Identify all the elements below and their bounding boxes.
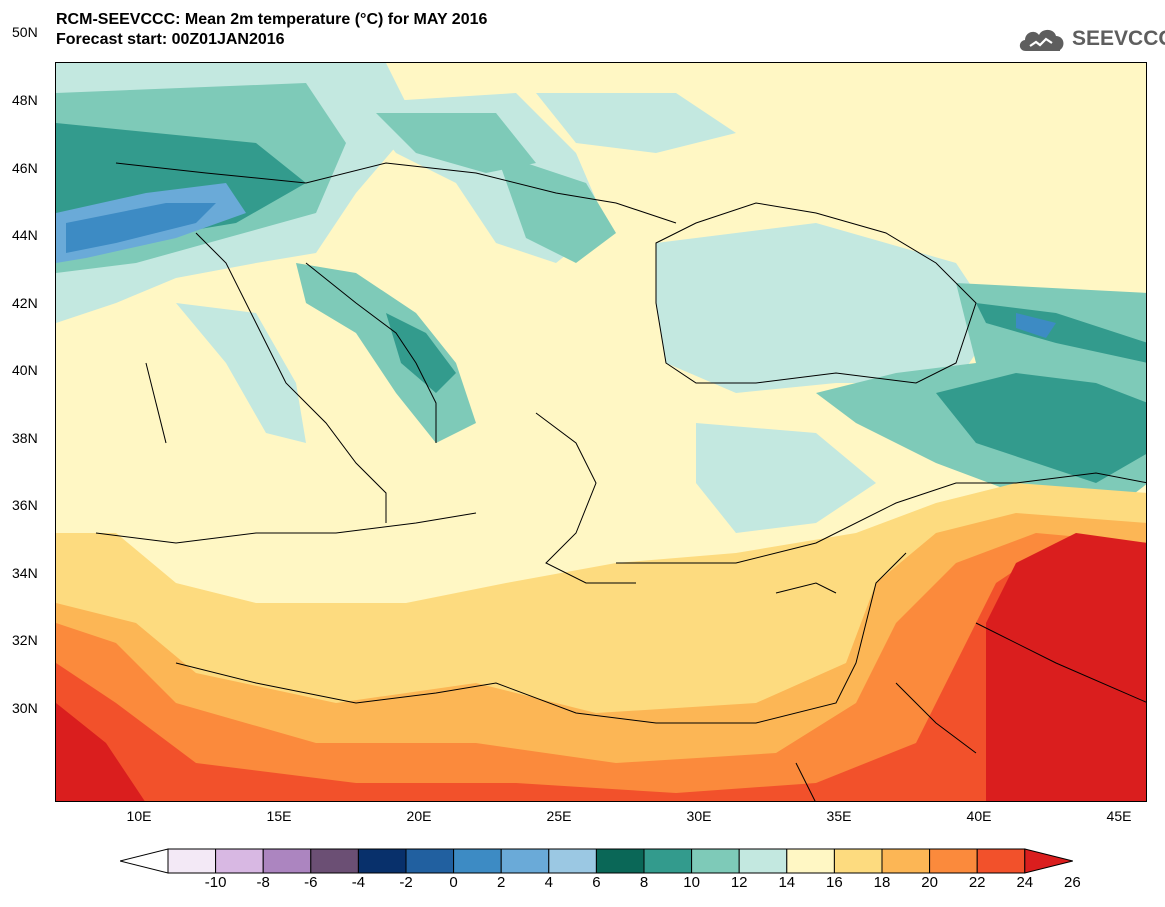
- lat-tick: 36N: [12, 497, 38, 513]
- colorbar-swatch: [357, 848, 407, 874]
- colorbar-label: 20: [921, 874, 938, 891]
- colorbar-label: 2: [497, 874, 506, 891]
- colorbar-swatch: [405, 848, 455, 874]
- colorbar-swatch: [738, 848, 788, 874]
- colorbar-swatch: [453, 848, 502, 874]
- logo-text: SEEVCCC: [1072, 27, 1165, 50]
- colorbar-label: 12: [730, 874, 748, 891]
- colorbar-swatch: [215, 848, 264, 874]
- map-title: RCM-SEEVCCC: Mean 2m temperature (°C) fo…: [56, 10, 487, 50]
- map-svg: [56, 63, 1146, 801]
- colorbar-swatch: [262, 848, 312, 874]
- title-line-1: RCM-SEEVCCC: Mean 2m temperature (°C) fo…: [56, 11, 488, 28]
- colorbar-max-arrow: [1024, 848, 1073, 874]
- colorbar-swatch: [691, 848, 740, 874]
- lon-tick: 30E: [686, 808, 712, 824]
- lat-tick: 32N: [12, 632, 38, 648]
- colorbar-label: -6: [304, 874, 318, 891]
- colorbar-swatch: [881, 848, 931, 874]
- seevccc-logo: SEEVCCC: [1016, 22, 1165, 56]
- colorbar-swatch: [167, 848, 217, 874]
- colorbar-swatch: [976, 848, 1026, 874]
- colorbar-label: -4: [351, 874, 366, 891]
- colorbar-label: 14: [778, 874, 796, 891]
- colorbar-label: 16: [826, 874, 843, 891]
- colorbar-label: 4: [544, 874, 553, 891]
- colorbar-swatch: [786, 848, 835, 874]
- colorbar-label: 0: [449, 874, 458, 891]
- lat-tick: 44N: [12, 227, 38, 243]
- lon-tick: 25E: [546, 808, 572, 824]
- lat-tick: 30N: [12, 700, 38, 716]
- lon-tick: 45E: [1106, 808, 1132, 824]
- title-line-2: Forecast start: 00Z01JAN2016: [56, 31, 285, 48]
- lon-tick: 15E: [266, 808, 292, 824]
- colorbar-swatch: [833, 848, 883, 874]
- colorbar: [119, 848, 1086, 879]
- colorbar-label: 24: [1016, 874, 1034, 891]
- colorbar-swatch: [500, 848, 550, 874]
- colorbar-label: 10: [683, 874, 700, 891]
- lat-tick: 48N: [12, 92, 38, 108]
- lon-tick: 20E: [406, 808, 432, 824]
- colorbar-swatch: [643, 848, 693, 874]
- colorbar-label: -10: [204, 874, 227, 891]
- colorbar-label: -2: [399, 874, 413, 891]
- lon-tick: 40E: [966, 808, 992, 824]
- colorbar-label: -8: [256, 874, 270, 891]
- colorbar-svg: [119, 848, 1073, 874]
- colorbar-label: 26: [1064, 874, 1081, 891]
- temperature-map: [55, 62, 1147, 802]
- colorbar-label: 18: [873, 874, 891, 891]
- lat-tick: 46N: [12, 160, 38, 176]
- lon-tick: 10E: [126, 808, 152, 824]
- lat-tick: 42N: [12, 295, 38, 311]
- colorbar-label: 22: [968, 874, 986, 891]
- lat-tick: 34N: [12, 565, 38, 581]
- lat-tick: 50N: [12, 24, 38, 40]
- colorbar-min-arrow: [119, 848, 169, 874]
- colorbar-label: 6: [592, 874, 601, 891]
- cloud-icon: [1019, 29, 1064, 51]
- colorbar-swatch: [548, 848, 597, 874]
- lon-tick: 35E: [826, 808, 852, 824]
- lat-tick: 40N: [12, 362, 38, 378]
- lat-tick: 38N: [12, 430, 38, 446]
- colorbar-label: 8: [639, 874, 649, 891]
- colorbar-swatch: [929, 848, 978, 874]
- colorbar-swatch: [595, 848, 645, 874]
- colorbar-swatch: [310, 848, 359, 874]
